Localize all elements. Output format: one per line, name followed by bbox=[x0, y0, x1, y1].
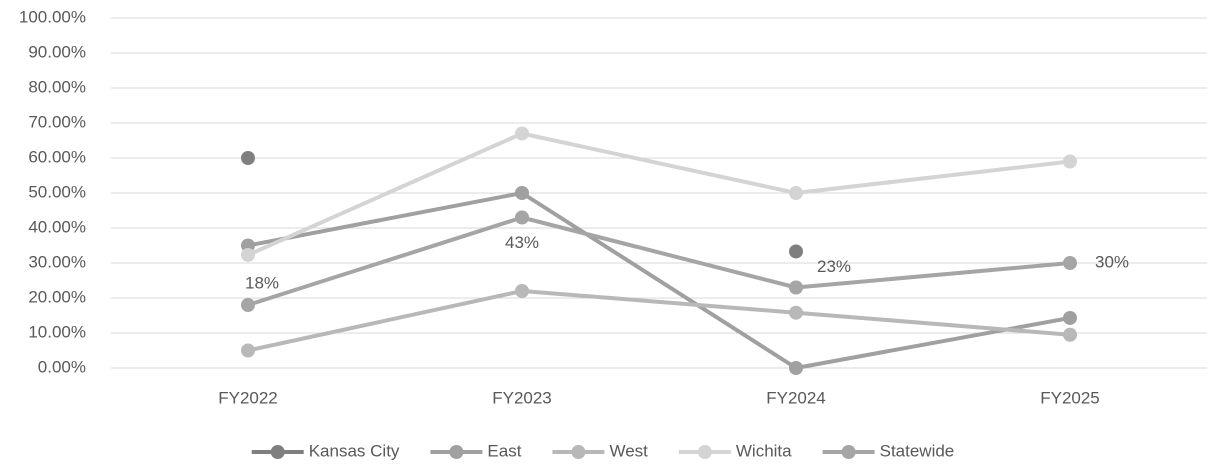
x-tick-label: FY2025 bbox=[1040, 388, 1100, 407]
legend-label: Kansas City bbox=[309, 441, 400, 460]
marker bbox=[515, 186, 529, 200]
marker bbox=[241, 151, 255, 165]
data-label: 23% bbox=[817, 257, 851, 276]
marker bbox=[1063, 154, 1077, 169]
marker bbox=[241, 247, 255, 262]
legend-label: Statewide bbox=[880, 441, 955, 460]
y-tick-label: 90.00% bbox=[28, 42, 86, 61]
y-tick-label: 30.00% bbox=[28, 252, 86, 271]
marker bbox=[789, 361, 803, 375]
series-line bbox=[247, 131, 1071, 257]
y-tick-label: 10.00% bbox=[28, 322, 86, 341]
y-tick-label: 0.00% bbox=[38, 357, 86, 376]
x-tick-label: FY2022 bbox=[218, 388, 278, 407]
legend-label: Wichita bbox=[736, 441, 792, 460]
marker bbox=[241, 343, 255, 358]
y-tick-label: 70.00% bbox=[28, 112, 86, 131]
marker bbox=[1063, 327, 1077, 342]
legend-label: East bbox=[487, 441, 521, 460]
data-label: 30% bbox=[1095, 252, 1129, 271]
series-line bbox=[247, 289, 1071, 353]
x-tick-label: FY2024 bbox=[766, 388, 826, 407]
legend-label: West bbox=[609, 441, 648, 460]
legend-marker bbox=[841, 445, 856, 459]
marker bbox=[789, 186, 803, 200]
marker bbox=[789, 280, 803, 295]
legend-marker bbox=[697, 445, 712, 459]
x-tick-label: FY2023 bbox=[492, 388, 552, 407]
y-tick-label: 50.00% bbox=[28, 182, 86, 201]
marker bbox=[1063, 256, 1077, 270]
marker bbox=[241, 298, 255, 312]
y-tick-label: 60.00% bbox=[28, 147, 86, 166]
marker bbox=[515, 126, 529, 141]
marker bbox=[1063, 310, 1077, 325]
legend-marker bbox=[270, 445, 285, 459]
y-tick-label: 20.00% bbox=[28, 287, 86, 306]
legend-marker bbox=[449, 445, 464, 459]
marker bbox=[789, 244, 803, 259]
marker bbox=[515, 210, 529, 225]
marker bbox=[789, 305, 803, 320]
data-label: 43% bbox=[505, 233, 539, 252]
series-line bbox=[247, 191, 1071, 370]
y-tick-label: 100.00% bbox=[19, 7, 86, 26]
series-line bbox=[247, 215, 1071, 307]
marker bbox=[515, 284, 529, 298]
data-label: 18% bbox=[245, 273, 279, 292]
y-tick-label: 40.00% bbox=[28, 217, 86, 236]
legend-marker bbox=[571, 445, 586, 459]
y-tick-label: 80.00% bbox=[28, 77, 86, 96]
